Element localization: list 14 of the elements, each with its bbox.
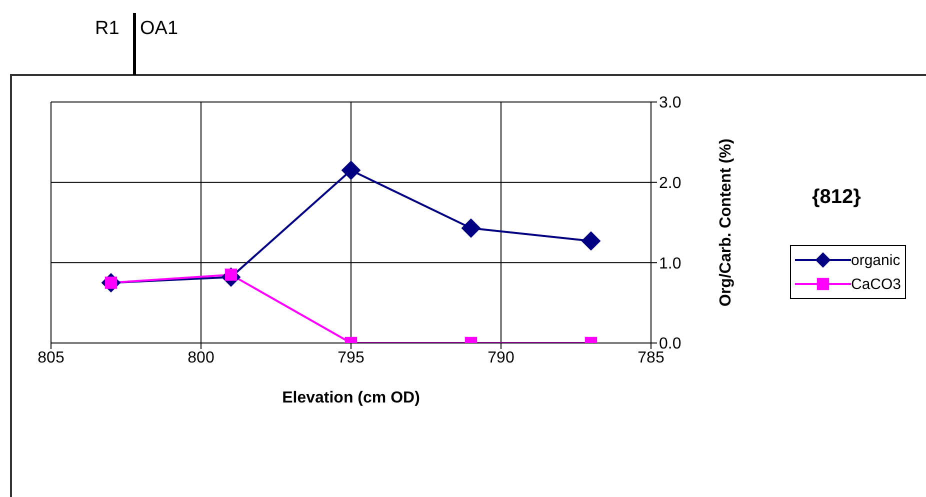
text: R1	[95, 18, 120, 40]
y-axis-title: Org/Carb. Content (%)	[718, 138, 735, 306]
y-tick-label: 2.0	[659, 175, 682, 192]
legend-label: CaCO3	[851, 276, 902, 292]
text: OA1	[140, 18, 178, 40]
y-tick-label: 3.0	[659, 94, 682, 112]
x-tick-label: 790	[488, 349, 514, 366]
x-tick-label: 795	[338, 349, 364, 366]
legend-label: organic	[851, 252, 900, 268]
x-tick-label: 805	[38, 349, 64, 366]
x-tick-label: 800	[188, 349, 214, 366]
text: {812}	[812, 186, 861, 209]
x-axis-title: Elevation (cm OD)	[282, 389, 420, 406]
y-tick-label: 1.0	[659, 255, 682, 272]
